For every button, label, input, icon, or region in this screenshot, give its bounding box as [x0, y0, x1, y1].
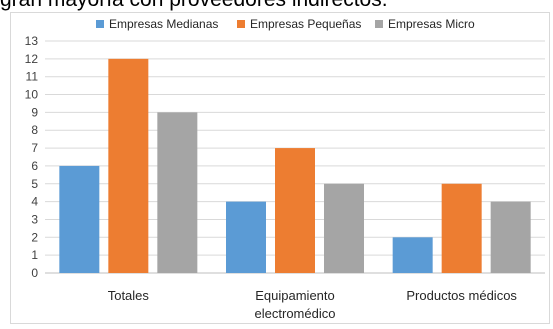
bar-empresas-pequeñas-1: [275, 148, 315, 273]
y-tick-label: 2: [31, 230, 38, 244]
y-tick-label: 5: [31, 177, 38, 191]
legend-swatch: [237, 20, 245, 28]
x-category-label: electromédico: [255, 306, 336, 321]
y-tick-label: 3: [31, 212, 38, 226]
x-category-label: Equipamiento: [255, 288, 335, 303]
bar-empresas-micro-2: [490, 201, 531, 273]
legend-swatch: [96, 20, 104, 28]
legend-label: Empresas Pequeñas: [250, 17, 361, 31]
y-tick-label: 0: [31, 266, 38, 280]
bar-empresas-medianas-1: [226, 201, 266, 273]
bar-empresas-pequeñas-0: [108, 58, 149, 273]
x-category-label: Productos médicos: [406, 288, 517, 303]
bar-empresas-micro-1: [324, 183, 364, 273]
y-tick-label: 7: [31, 141, 38, 155]
y-tick-label: 9: [31, 105, 38, 119]
y-tick-label: 13: [25, 34, 39, 48]
y-tick-label: 6: [31, 159, 38, 173]
bars: [59, 58, 531, 273]
legend-label: Empresas Medianas: [109, 17, 218, 31]
bar-empresas-pequeñas-2: [441, 183, 482, 273]
x-category-label: Totales: [108, 288, 150, 303]
bar-empresas-medianas-0: [59, 165, 100, 273]
top-caption-text: gran mayoría con proveedores indirectos.: [0, 0, 388, 12]
y-tick-label: 12: [25, 52, 39, 66]
y-tick-label: 8: [31, 123, 38, 137]
y-tick-label: 11: [26, 70, 39, 84]
legend: Empresas Medianas Empresas Pequeñas Empres…: [96, 17, 475, 31]
y-tick-label: 1: [31, 248, 38, 262]
y-tick-label: 10: [25, 88, 39, 102]
y-tick-label: 4: [31, 195, 38, 209]
bar-empresas-medianas-2: [392, 237, 433, 273]
legend-label: Empresas Micro: [388, 17, 475, 31]
bar-empresas-micro-0: [157, 112, 198, 273]
legend-swatch: [375, 20, 383, 28]
x-axis-labels: Totales Equipamiento electromédico Producto…: [108, 288, 518, 321]
